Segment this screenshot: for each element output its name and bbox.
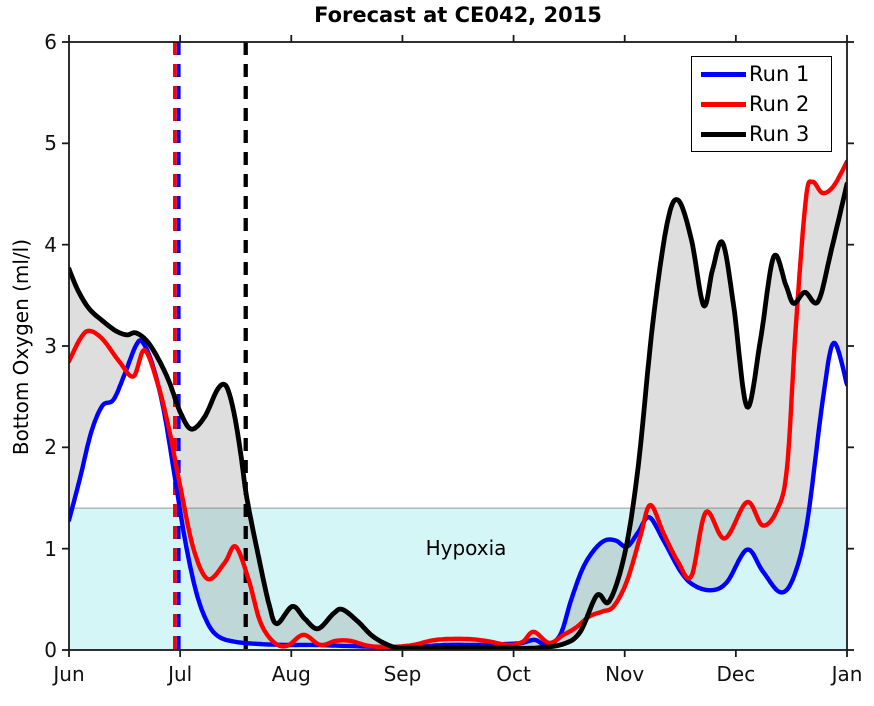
x-tick-label: Aug: [271, 662, 311, 686]
run1-line-swatch: [701, 71, 746, 77]
x-tick-label: Jun: [53, 662, 85, 686]
legend-label: Run 1: [749, 62, 810, 86]
legend-entry-run1: Run 1: [692, 59, 831, 89]
legend-label: Run 2: [749, 92, 810, 116]
y-tick-label: 6: [44, 30, 57, 54]
x-tick-label: Jul: [168, 662, 193, 686]
x-tick-label: Sep: [383, 662, 422, 686]
chart-title: Forecast at CE042, 2015: [314, 3, 602, 27]
y-tick-label: 1: [44, 536, 57, 561]
x-tick-label: Jan: [831, 662, 863, 686]
y-tick-label: 0: [44, 638, 57, 662]
ensemble-spread-fill: [69, 161, 847, 649]
hypoxia-label: Hypoxia: [425, 536, 507, 560]
legend: Run 1 Run 2 Run 3: [691, 56, 832, 152]
x-tick-label: Nov: [605, 662, 645, 686]
legend-entry-run3: Run 3: [692, 119, 831, 149]
y-tick-label: 3: [44, 334, 57, 358]
run3-line-swatch: [701, 131, 746, 137]
legend-label: Run 3: [749, 122, 810, 146]
y-tick-label: 4: [44, 232, 57, 257]
x-tick-label: Dec: [716, 662, 756, 686]
run2-line-swatch: [701, 101, 746, 107]
run-3-line: [69, 181, 847, 650]
y-tick-label: 5: [44, 131, 57, 156]
x-tick-label: Oct: [496, 662, 531, 686]
run-2-line: [69, 159, 847, 650]
legend-entry-run2: Run 2: [692, 89, 831, 119]
y-tick-label: 2: [44, 435, 57, 460]
